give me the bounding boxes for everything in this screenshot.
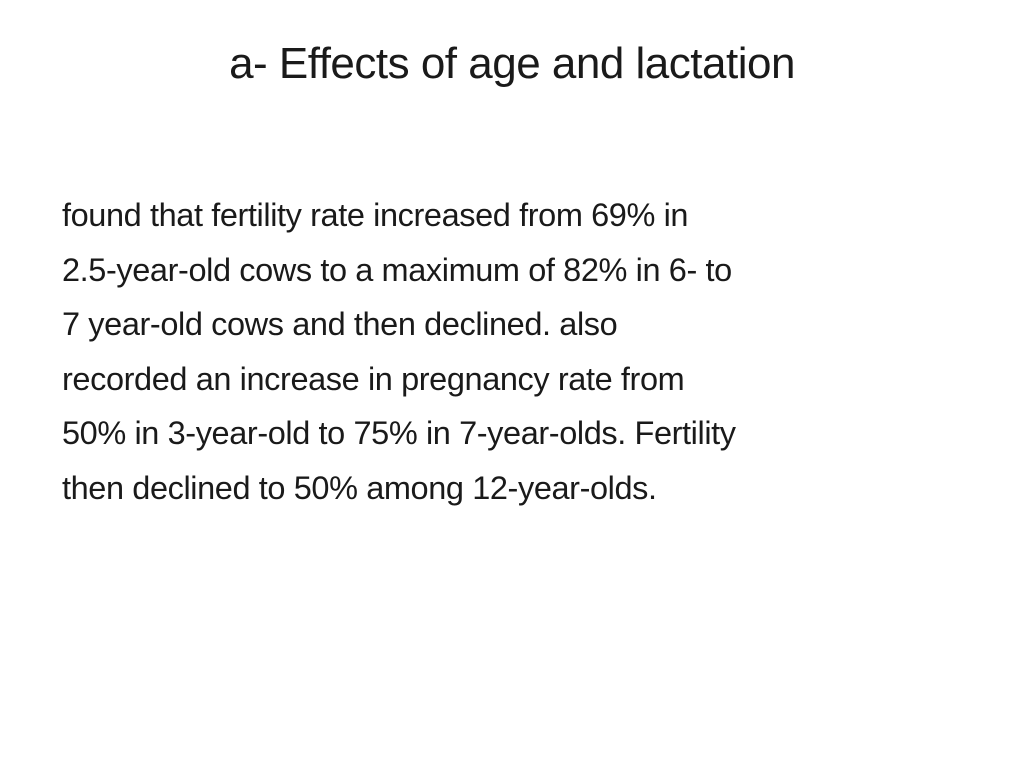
body-line: 7 year-old cows and then declined. also [62,306,618,342]
body-line: recorded an increase in pregnancy rate f… [62,360,685,397]
slide-title: a- Effects of age and lactation [229,39,795,88]
body-line: 2.5-year-old cows to a maximum of 82% in… [62,251,732,288]
body-line: 50% in 3-year-old to 75% in 7-year-olds.… [62,415,736,451]
body-line: then declined to 50% among 12-year-olds. [62,469,657,506]
slide-body-text: found that fertility rate increased from… [62,188,962,515]
body-line: found that fertility rate increased from… [62,197,689,233]
